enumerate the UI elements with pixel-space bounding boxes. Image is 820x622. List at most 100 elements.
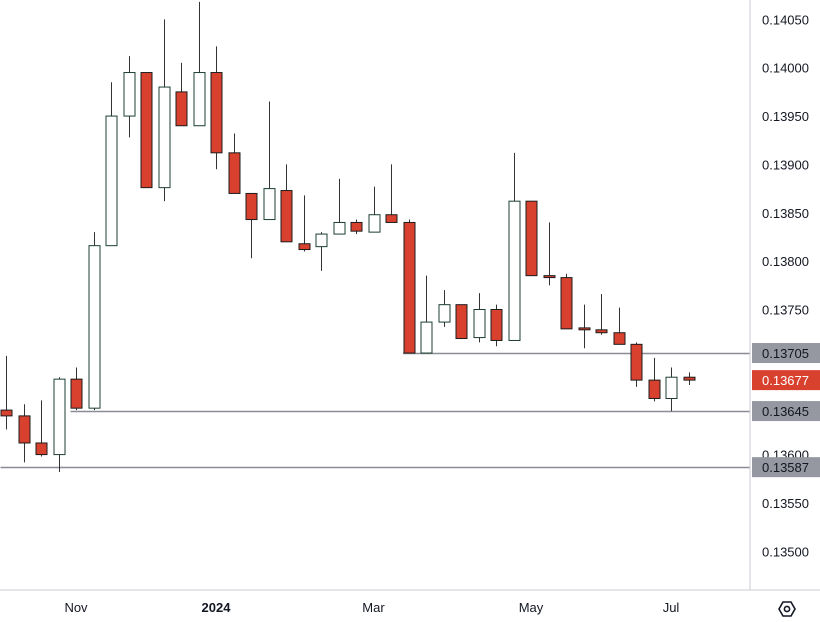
candle-body [193,72,206,127]
candle-body [140,72,153,189]
candle-body [105,115,118,247]
level-badge-text: 0.13587 [762,460,809,475]
candle [683,372,696,385]
last-price-badge-bg [752,370,820,391]
settings-button[interactable] [778,601,796,617]
x-tick-label: Nov [64,600,88,615]
gear-hexagon-icon [778,601,796,617]
candle-body [613,332,626,345]
y-tick-label: 0.14000 [762,61,809,76]
candle-body [18,415,31,444]
candle-body [508,200,521,341]
candle-body [333,221,346,235]
candle [490,304,503,347]
candle-body [648,379,661,399]
candle [280,164,293,243]
candle [543,222,556,286]
y-tick-label: 0.13950 [762,109,809,124]
candle [263,101,276,221]
candle-body [525,200,538,277]
candle [210,46,223,170]
candle [333,178,346,235]
candle [560,273,573,330]
candle [193,1,206,127]
candle [473,293,486,343]
level-badge: 0.13587 [752,457,820,478]
x-tick-label: 2024 [202,600,232,615]
candle-body [665,376,678,399]
candle [53,377,66,472]
candle [613,307,626,345]
level-badge-text: 0.13705 [762,346,809,361]
candle-body [438,304,451,323]
level-badge-bg [752,457,820,478]
candle [140,72,153,189]
candle [245,192,258,259]
candle-body [35,442,48,456]
candle [158,19,171,202]
candle-body [228,152,241,194]
candle [578,304,591,349]
candle-body [630,343,643,381]
candle-body [455,304,468,340]
candle-body [210,72,223,154]
y-axis-ticks: 0.135000.135500.136000.137500.138000.138… [762,12,809,559]
candle-body [420,321,433,354]
candle [508,152,521,341]
candle [648,357,661,402]
candle [298,195,311,252]
level-badge: 0.13705 [752,343,820,364]
candle-body [88,245,101,409]
candle-body [70,378,83,409]
y-tick-label: 0.13800 [762,254,809,269]
candle-body [490,309,503,341]
candle [228,133,241,194]
price-badges: 0.13705 0.13645 0.13587 0.13677 [752,343,820,478]
candle [350,219,363,235]
candle-body [543,275,556,279]
candle-body [158,86,171,189]
candle [105,82,118,247]
candle-body [263,188,276,221]
candle [455,304,468,340]
candle-body [123,72,136,117]
candle-body [368,214,381,233]
candle [88,232,101,411]
candle-body [315,233,328,248]
candle-body [683,376,696,381]
level-badge-bg [752,343,820,364]
candle-body [175,91,188,127]
y-tick-label: 0.13550 [762,496,809,511]
candle [595,294,608,335]
y-tick-label: 0.14050 [762,12,809,27]
candle-body [280,190,293,243]
candle [0,355,13,430]
y-tick-label: 0.13900 [762,157,809,172]
candle [438,290,451,327]
last-price-badge: 0.13677 [752,370,820,391]
candle-body [0,409,13,417]
candle-body [298,243,311,251]
x-tick-label: Mar [362,600,385,615]
support-resistance-levels [0,352,750,469]
candle [665,367,678,412]
candle [403,219,416,354]
x-tick-label: Jul [663,600,680,615]
candle-body [245,192,258,221]
candle-body [350,221,363,232]
candle-body [53,378,66,456]
last-price-badge-text: 0.13677 [762,373,809,388]
candle [525,200,538,277]
x-axis-ticks: Nov 2024 Mar May Jul [64,600,679,615]
candle [420,275,433,354]
y-tick-label: 0.13500 [762,544,809,559]
candle-body [473,309,486,339]
candle [35,400,48,457]
candle [315,232,328,271]
candle-body [385,214,398,223]
candle-body [403,221,416,354]
candle-body [560,277,573,330]
y-tick-label: 0.13750 [762,303,809,318]
x-tick-label: May [519,600,544,615]
